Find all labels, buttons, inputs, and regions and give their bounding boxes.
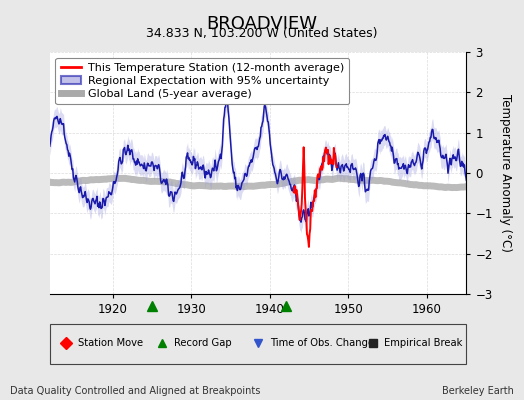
Text: Data Quality Controlled and Aligned at Breakpoints: Data Quality Controlled and Aligned at B…: [10, 386, 261, 396]
Text: Record Gap: Record Gap: [174, 338, 232, 348]
Text: Station Move: Station Move: [78, 338, 143, 348]
Legend: This Temperature Station (12-month average), Regional Expectation with 95% uncer: This Temperature Station (12-month avera…: [56, 58, 350, 104]
Text: BROADVIEW: BROADVIEW: [206, 15, 318, 33]
Text: Empirical Break: Empirical Break: [384, 338, 463, 348]
Text: Berkeley Earth: Berkeley Earth: [442, 386, 514, 396]
Text: Time of Obs. Change: Time of Obs. Change: [270, 338, 374, 348]
Text: 34.833 N, 103.200 W (United States): 34.833 N, 103.200 W (United States): [146, 28, 378, 40]
Y-axis label: Temperature Anomaly (°C): Temperature Anomaly (°C): [499, 94, 512, 252]
